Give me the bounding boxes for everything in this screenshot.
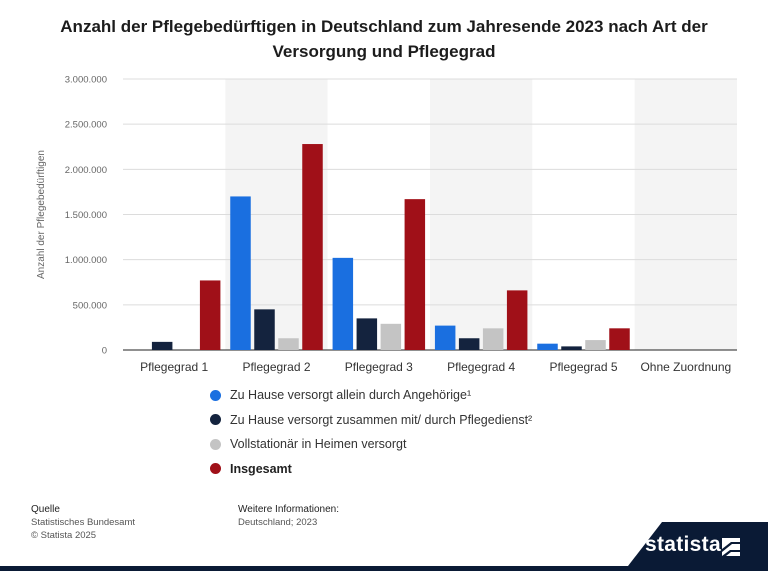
- y-tick-label: 2.000.000: [65, 165, 107, 176]
- chart-title: Anzahl der Pflegebedürftigen in Deutschl…: [60, 17, 708, 61]
- bar: [537, 343, 558, 350]
- bar: [254, 309, 275, 350]
- bar: [151, 341, 173, 350]
- statista-logo-icon: [722, 538, 740, 556]
- source-line-2: © Statista 2025: [31, 530, 97, 541]
- bar: [332, 257, 354, 350]
- footer-info: Weitere Informationen: Deutschland; 2023: [238, 503, 339, 529]
- x-tick-label: Pflegegrad 4: [447, 360, 515, 374]
- bar: [199, 280, 221, 350]
- legend-item[interactable]: Zu Hause versorgt allein durch Angehörig…: [210, 383, 532, 408]
- legend-item[interactable]: Insgesamt: [210, 457, 532, 482]
- bar: [561, 346, 582, 350]
- bar: [230, 196, 251, 350]
- legend-label: Zu Hause versorgt zusammen mit/ durch Pf…: [230, 412, 533, 427]
- bar: [278, 338, 299, 350]
- source-heading[interactable]: Quelle: [31, 504, 60, 515]
- legend-item[interactable]: Vollstationär in Heimen versorgt: [210, 432, 532, 457]
- bar: [482, 328, 504, 350]
- bar: [404, 199, 426, 350]
- y-axis-label: Anzahl der Pflegebedürftigen: [36, 150, 47, 279]
- x-tick-label: Pflegegrad 3: [345, 360, 413, 374]
- x-tick-label: Ohne Zuordnung: [640, 360, 731, 374]
- brand-logo[interactable]: statista: [645, 533, 721, 556]
- legend-item[interactable]: Zu Hause versorgt zusammen mit/ durch Pf…: [210, 408, 532, 433]
- x-tick-label: Pflegegrad 5: [549, 360, 617, 374]
- y-tick-label: 500.000: [73, 300, 107, 311]
- legend-label: Vollstationär in Heimen versorgt: [230, 437, 407, 452]
- legend-marker-icon: [210, 389, 221, 401]
- legend-marker-icon: [210, 438, 221, 450]
- x-tick-label: Pflegegrad 1: [140, 360, 208, 374]
- bar: [585, 340, 606, 350]
- y-tick-label: 0: [102, 346, 107, 357]
- chart-plot: 0 500.000 1.000.000 1.500.000 2.000.000 2.500…: [36, 75, 737, 374]
- bar: [302, 144, 323, 350]
- bar: [506, 290, 528, 350]
- legend-label: Insgesamt: [230, 461, 292, 476]
- bar: [434, 325, 456, 350]
- source-line-1: Statistisches Bundesamt: [31, 517, 136, 528]
- footer-source: Quelle Statistisches Bundesamt © Statist…: [31, 503, 135, 542]
- bar: [458, 338, 480, 350]
- y-tick-label: 1.500.000: [65, 210, 107, 221]
- bottom-bar: [0, 566, 768, 571]
- legend-label: Zu Hause versorgt allein durch Angehörig…: [230, 388, 472, 403]
- x-tick-label: Pflegegrad 2: [242, 360, 310, 374]
- chart-legend: Zu Hause versorgt allein durch Angehörig…: [210, 383, 532, 481]
- legend-marker-icon: [210, 414, 221, 426]
- y-tick-label: 2.500.000: [65, 120, 107, 131]
- info-heading[interactable]: Weitere Informationen:: [238, 504, 339, 515]
- bar: [609, 328, 630, 350]
- y-tick-label: 3.000.000: [65, 75, 107, 86]
- bar: [380, 323, 402, 350]
- legend-marker-icon: [210, 463, 221, 475]
- y-tick-label: 1.000.000: [65, 255, 107, 266]
- info-line-1: Deutschland; 2023: [238, 517, 318, 528]
- bar: [356, 318, 378, 350]
